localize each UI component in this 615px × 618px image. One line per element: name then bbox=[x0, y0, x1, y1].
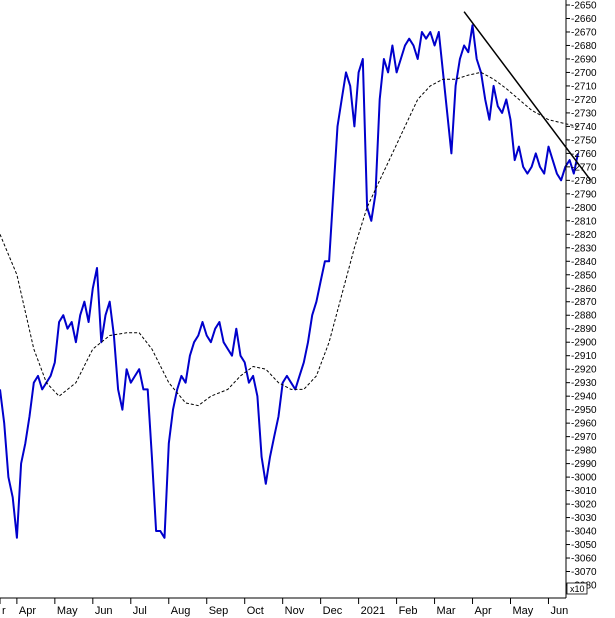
y-tick-label: -2680 bbox=[571, 41, 597, 52]
y-tick-label: -3010 bbox=[571, 486, 597, 497]
x-tick-label: Dec bbox=[323, 605, 343, 617]
x-tick-label: 2021 bbox=[361, 605, 385, 617]
price-series bbox=[0, 24, 579, 539]
x-tick-label: r bbox=[2, 605, 6, 617]
y-tick-label: -2910 bbox=[571, 351, 597, 362]
x-tick-label: Sep bbox=[209, 605, 229, 617]
trendline-line bbox=[463, 11, 592, 181]
y-tick-label: -2890 bbox=[571, 324, 597, 335]
x-tick-label: Oct bbox=[247, 605, 264, 617]
y-tick-label: -2820 bbox=[571, 230, 597, 241]
y-tick-label: -2990 bbox=[571, 459, 597, 470]
y-tick-label: -2850 bbox=[571, 270, 597, 281]
y-tick-label: -2930 bbox=[571, 378, 597, 389]
y-tick-label: -2920 bbox=[571, 365, 597, 376]
x-tick-label: Feb bbox=[399, 605, 418, 617]
y-tick-label: -2710 bbox=[571, 81, 597, 92]
x-tick-label: May bbox=[57, 605, 78, 617]
y-tick-label: -2780 bbox=[571, 176, 597, 187]
y-tick-label: -2870 bbox=[571, 297, 597, 308]
y-tick-label: -3030 bbox=[571, 513, 597, 524]
y-tick-label: -2770 bbox=[571, 162, 597, 173]
x-tick-label: Jun bbox=[95, 605, 113, 617]
y-tick-label: -2880 bbox=[571, 311, 597, 322]
y-tick-label: -2650 bbox=[571, 1, 597, 12]
y-tick-label: -2740 bbox=[571, 122, 597, 133]
y-tick-label: -2900 bbox=[571, 338, 597, 349]
y-tick-label: -3070 bbox=[571, 567, 597, 578]
y-tick-label: -2830 bbox=[571, 243, 597, 254]
x-tick-label: Jun bbox=[550, 605, 568, 617]
y-tick-label: -2730 bbox=[571, 108, 597, 119]
x-tick-label: Aug bbox=[171, 605, 191, 617]
y-tick-label: -2980 bbox=[571, 446, 597, 457]
y-tick-label: -2750 bbox=[571, 135, 597, 146]
moving-average-line bbox=[0, 71, 579, 407]
y-tick-label: -2950 bbox=[571, 405, 597, 416]
y-tick-label: -2800 bbox=[571, 203, 597, 214]
x-tick-label: Apr bbox=[19, 605, 36, 617]
y-tick-label: -2700 bbox=[571, 68, 597, 79]
x-tick-label: Mar bbox=[437, 605, 456, 617]
price-line bbox=[0, 24, 579, 539]
y-axis-ticks: -2650 -2660 -2670 -2680 -2690 -2700 -2710 -2720… bbox=[566, 1, 597, 592]
x-tick-label: Apr bbox=[475, 605, 492, 617]
y-tick-label: -3000 bbox=[571, 473, 597, 484]
y-tick-label: -3050 bbox=[571, 540, 597, 551]
y-tick-label: -2690 bbox=[571, 54, 597, 65]
axis-unit-label: x10 bbox=[570, 584, 585, 594]
axis-unit-box bbox=[566, 582, 588, 595]
x-tick-label: Jul bbox=[133, 605, 147, 617]
trendline bbox=[463, 11, 592, 181]
y-tick-label: -2660 bbox=[571, 14, 597, 25]
y-tick-label: -2960 bbox=[571, 419, 597, 430]
y-tick-label: -3020 bbox=[571, 500, 597, 511]
y-tick-label: -3040 bbox=[571, 527, 597, 538]
y-tick-label: -2940 bbox=[571, 392, 597, 403]
moving-average-series bbox=[0, 71, 579, 407]
x-tick-label: Nov bbox=[285, 605, 305, 617]
y-tick-label: -2790 bbox=[571, 189, 597, 200]
y-tick-label: -2810 bbox=[571, 216, 597, 227]
y-tick-label: -2670 bbox=[571, 27, 597, 38]
y-tick-label: -2840 bbox=[571, 257, 597, 268]
y-tick-label: -3060 bbox=[571, 554, 597, 565]
plot-area bbox=[0, 0, 566, 598]
x-axis-ticks: r Apr May Jun Jul Aug Sep Oct Nov Dec 2021 Feb Mar Ap… bbox=[0, 598, 568, 617]
y-tick-label: -2970 bbox=[571, 432, 597, 443]
x-tick-label: May bbox=[512, 605, 533, 617]
y-tick-label: -2860 bbox=[571, 284, 597, 295]
y-tick-label: -2760 bbox=[571, 149, 597, 160]
y-tick-label: -2720 bbox=[571, 95, 597, 106]
